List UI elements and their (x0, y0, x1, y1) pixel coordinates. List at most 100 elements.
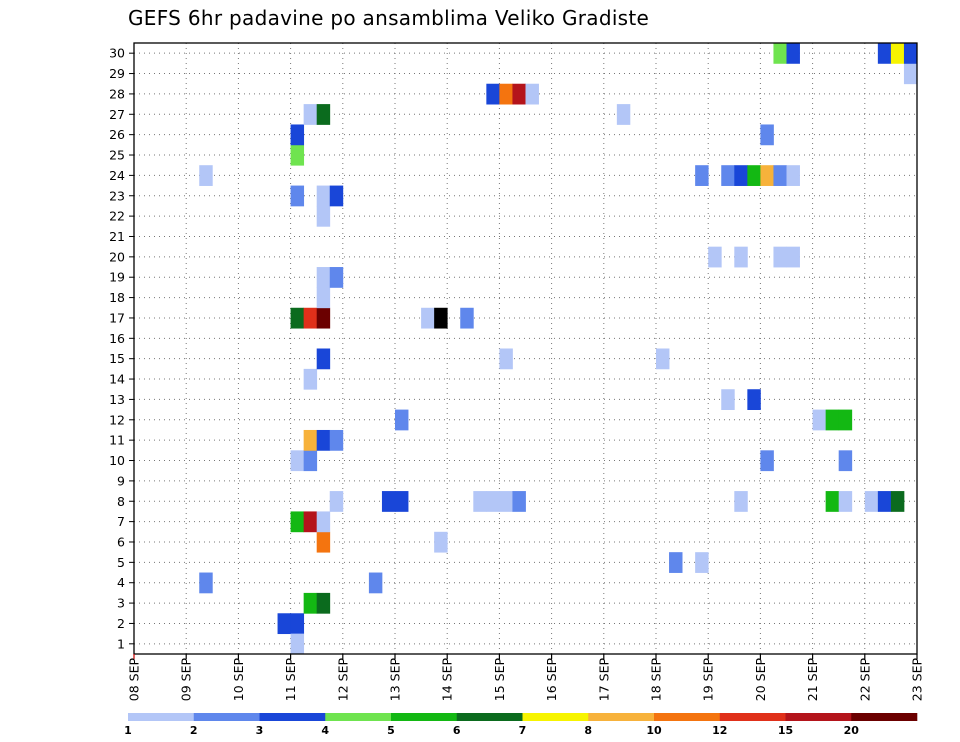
heatmap-cell (877, 491, 892, 512)
heatmap-cell (329, 185, 344, 207)
legend-swatch (325, 713, 392, 721)
heatmap-cell (381, 491, 396, 512)
y-tick-label: 1 (117, 636, 125, 651)
heatmap-cell (395, 491, 409, 512)
heatmap-cell (486, 83, 500, 105)
legend-label: 1 (124, 724, 132, 737)
heatmap-cell (734, 165, 748, 186)
y-tick-label: 20 (109, 249, 125, 264)
heatmap-cell (290, 144, 305, 166)
heatmap-cell (669, 552, 683, 573)
heatmap-cell (368, 572, 383, 594)
y-tick-label: 10 (109, 453, 125, 468)
heatmap-cell (825, 409, 840, 431)
heatmap-cell (773, 246, 787, 268)
heatmap-cell (890, 43, 905, 64)
y-tick-label: 16 (109, 331, 125, 346)
y-tick-label: 3 (117, 596, 125, 611)
legend-swatch (785, 713, 852, 721)
y-tick-label: 13 (109, 392, 125, 407)
y-tick-label: 19 (109, 270, 125, 285)
y-tick-label: 9 (117, 473, 125, 488)
y-tick-label: 22 (109, 209, 125, 224)
heatmap-cell (864, 491, 879, 512)
heatmap-cell (303, 368, 318, 390)
y-tick-label: 23 (109, 188, 125, 203)
heatmap-cell (303, 307, 318, 329)
heatmap-cell (721, 389, 735, 410)
axes: 1234567891011121314151617181920212223242… (109, 42, 925, 702)
heatmap-cell (199, 165, 213, 186)
heatmap-cell (290, 124, 305, 146)
y-tick-label: 28 (109, 86, 125, 101)
legend-swatch (259, 713, 326, 721)
heatmap-cell (316, 287, 331, 309)
heatmap-cell (277, 613, 291, 635)
x-tick-label: 10 SEP (231, 658, 246, 702)
legend-swatch (588, 713, 655, 721)
y-tick-label: 2 (117, 616, 125, 631)
heatmap-cell (421, 307, 435, 329)
legend-label: 2 (190, 724, 198, 737)
legend-swatch (719, 713, 786, 721)
heatmap-cell (786, 246, 800, 268)
heatmap-cell (473, 491, 487, 512)
heatmap-cell (760, 165, 774, 186)
y-tick-label: 30 (109, 46, 125, 61)
x-tick-label: 09 SEP (179, 658, 194, 702)
x-tick-label: 20 SEP (753, 658, 768, 702)
heatmap-cell (695, 165, 709, 186)
heatmap-cell (838, 450, 853, 472)
heatmap-cell (316, 104, 331, 125)
heatmap-cell (838, 491, 853, 512)
y-tick-label: 25 (109, 148, 125, 163)
heatmap-cell (877, 43, 892, 64)
y-tick-label: 27 (109, 107, 125, 122)
x-tick-label: 12 SEP (335, 658, 350, 702)
heatmap-cell (434, 531, 448, 553)
y-tick-label: 8 (117, 494, 125, 509)
color-legend: 1 2 3 4 5 6 7 8 10 12 15 20 (124, 713, 918, 737)
heatmap-cell (316, 185, 331, 207)
y-tick-label: 4 (117, 575, 125, 590)
y-tick-label: 6 (117, 534, 125, 549)
heatmap-cell (303, 450, 318, 472)
heatmap-cell (708, 246, 722, 268)
x-tick-label: 22 SEP (857, 658, 872, 702)
heatmap-cell (329, 267, 344, 288)
heatmap-cell (316, 205, 331, 227)
legend-label: 6 (453, 724, 461, 737)
legend-label: 20 (844, 724, 860, 737)
legend-swatch (128, 713, 195, 721)
heatmap-cell (395, 409, 409, 431)
y-tick-label: 24 (109, 168, 125, 183)
heatmap-cell (499, 491, 513, 512)
x-tick-label: 17 SEP (596, 658, 611, 702)
heatmap-cell (316, 429, 331, 451)
legend-label: 4 (321, 724, 329, 737)
heatmap-cell (695, 552, 709, 573)
heatmap-cell (734, 491, 748, 512)
heatmap-cell (760, 450, 774, 472)
heatmap-cell (290, 307, 305, 329)
x-tick-label: 08 SEP (127, 658, 142, 702)
y-tick-label: 14 (109, 372, 125, 387)
heatmap-cell (656, 348, 670, 370)
heatmap-cell (786, 43, 800, 64)
heatmap-cell (460, 307, 474, 329)
heatmap-cell (616, 104, 631, 125)
legend-label: 10 (646, 724, 662, 737)
heatmap-cell (316, 531, 331, 553)
heatmap-cell (825, 491, 840, 512)
heatmap-cell (303, 104, 318, 125)
heatmap-cell (512, 83, 526, 105)
legend-label: 3 (256, 724, 264, 737)
heatmap-cell (760, 124, 774, 146)
grid-lines (134, 43, 917, 654)
heatmap-cell (434, 307, 448, 329)
y-tick-label: 26 (109, 127, 125, 142)
heatmap-cell (316, 511, 331, 533)
heatmap-cell (747, 165, 761, 186)
heatmap-cell (486, 491, 500, 512)
